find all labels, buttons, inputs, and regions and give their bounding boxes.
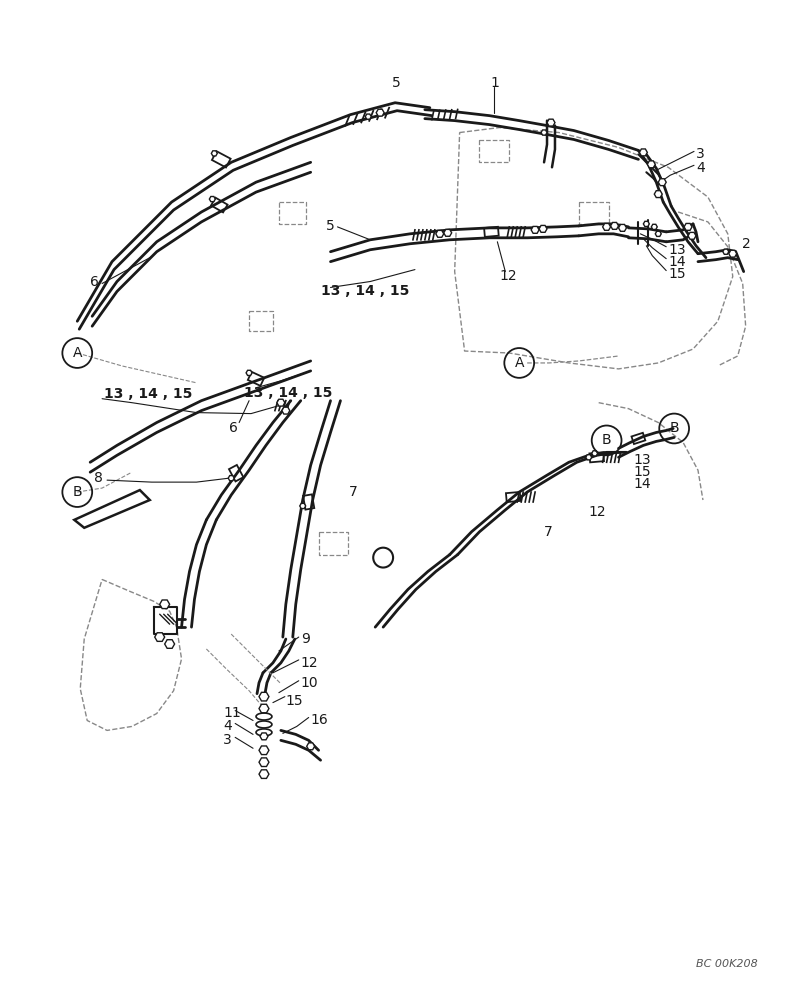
Text: 8: 8 [94, 471, 103, 485]
Polygon shape [591, 451, 597, 456]
Text: 13 , 14 , 15: 13 , 14 , 15 [244, 386, 332, 400]
Polygon shape [540, 130, 547, 135]
Polygon shape [658, 179, 665, 186]
Polygon shape [375, 109, 384, 116]
Text: 15: 15 [285, 694, 303, 708]
Text: 6: 6 [90, 275, 99, 289]
Polygon shape [602, 223, 610, 230]
Polygon shape [246, 370, 251, 375]
Polygon shape [211, 151, 217, 156]
Polygon shape [259, 758, 268, 766]
Text: 12: 12 [499, 269, 517, 283]
Polygon shape [530, 226, 539, 233]
Text: 1: 1 [489, 76, 498, 90]
Polygon shape [259, 746, 268, 755]
Polygon shape [728, 250, 736, 257]
Text: 13: 13 [667, 243, 685, 257]
Text: 3: 3 [695, 147, 704, 161]
Polygon shape [443, 229, 451, 236]
Polygon shape [722, 249, 728, 254]
Text: 14: 14 [633, 477, 650, 491]
Text: 7: 7 [348, 485, 357, 499]
Text: 16: 16 [311, 713, 328, 727]
Text: 9: 9 [300, 632, 309, 646]
Polygon shape [259, 770, 268, 778]
Polygon shape [259, 692, 268, 701]
Polygon shape [74, 490, 149, 528]
Polygon shape [654, 231, 660, 236]
Polygon shape [259, 704, 268, 713]
Polygon shape [610, 222, 618, 229]
Polygon shape [585, 455, 591, 460]
Text: 10: 10 [300, 676, 318, 690]
Polygon shape [638, 149, 646, 156]
Polygon shape [547, 119, 554, 126]
Polygon shape [650, 224, 656, 229]
Text: 11: 11 [223, 706, 241, 720]
Polygon shape [160, 600, 169, 609]
Polygon shape [260, 733, 268, 740]
Text: 13 , 14 , 15: 13 , 14 , 15 [320, 284, 409, 298]
Text: 15: 15 [633, 465, 650, 479]
Polygon shape [299, 503, 305, 509]
Text: A: A [72, 346, 82, 360]
Polygon shape [281, 407, 290, 414]
Text: 15: 15 [667, 267, 685, 281]
Text: B: B [601, 433, 611, 447]
Text: A: A [514, 356, 523, 370]
Polygon shape [277, 399, 285, 406]
Polygon shape [165, 640, 174, 648]
Text: 13: 13 [633, 453, 650, 467]
Text: 4: 4 [695, 161, 704, 175]
Polygon shape [654, 191, 662, 198]
Polygon shape [687, 232, 695, 239]
Text: 2: 2 [740, 237, 749, 251]
Polygon shape [683, 223, 691, 230]
Polygon shape [539, 225, 547, 232]
Text: 6: 6 [229, 421, 238, 435]
Text: 4: 4 [223, 719, 232, 733]
Text: 13 , 14 , 15: 13 , 14 , 15 [104, 387, 192, 401]
Polygon shape [209, 196, 215, 202]
Text: 12: 12 [588, 505, 606, 519]
Text: BC 00K208: BC 00K208 [695, 959, 757, 969]
Polygon shape [228, 476, 234, 481]
Polygon shape [642, 221, 649, 226]
Polygon shape [436, 230, 443, 237]
Polygon shape [646, 161, 654, 168]
Circle shape [373, 548, 393, 568]
Polygon shape [307, 743, 314, 750]
Text: B: B [668, 421, 678, 435]
Text: 7: 7 [543, 525, 552, 539]
Polygon shape [618, 224, 626, 231]
Text: 12: 12 [300, 656, 318, 670]
Text: 5: 5 [392, 76, 401, 90]
Text: 5: 5 [325, 219, 334, 233]
Text: B: B [72, 485, 82, 499]
Text: 14: 14 [667, 255, 685, 269]
Polygon shape [155, 633, 165, 641]
Text: 3: 3 [223, 733, 232, 747]
Polygon shape [365, 114, 371, 119]
